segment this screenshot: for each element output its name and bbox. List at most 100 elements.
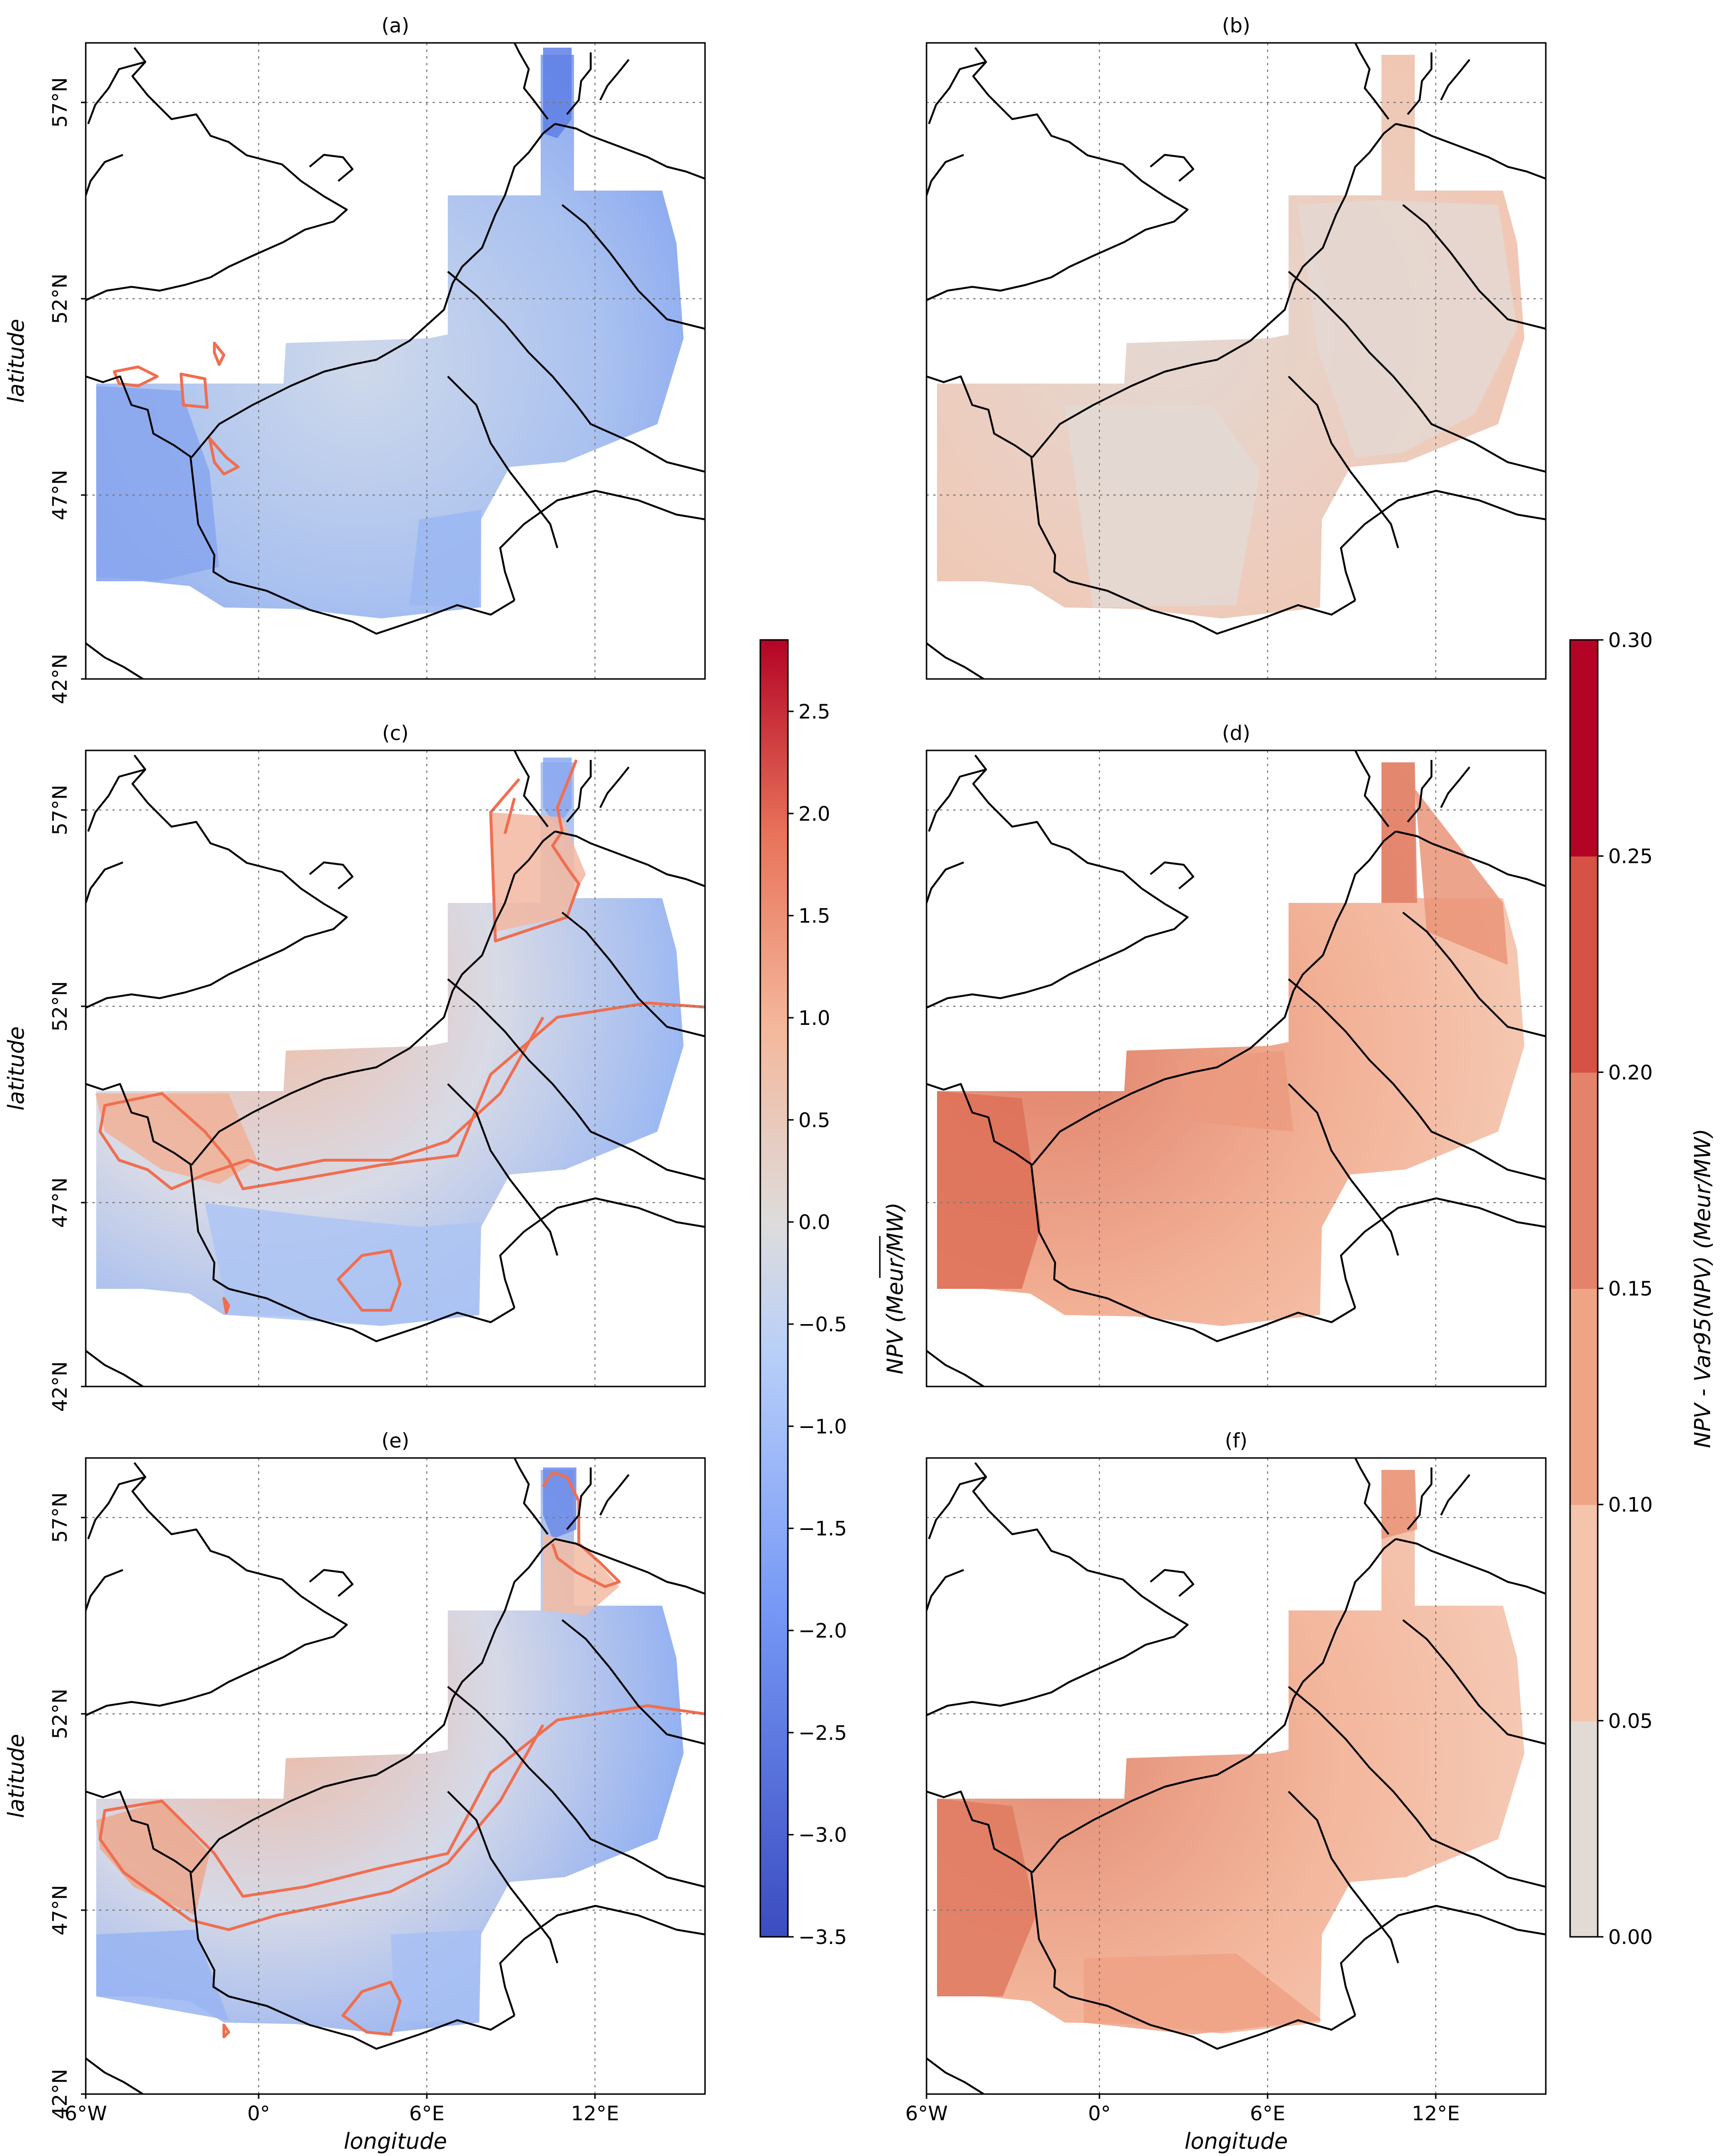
coastline — [190, 457, 230, 582]
data-field-patch — [543, 758, 572, 827]
map-area — [927, 750, 1546, 1387]
data-field-patch — [543, 1468, 576, 1539]
colorbar-npv-label: NPV (Meur/MW) — [882, 1203, 908, 1375]
data-field-patch — [1415, 789, 1508, 965]
coastline — [86, 861, 123, 903]
coastline — [1440, 1474, 1471, 1516]
map-area — [927, 43, 1546, 679]
lat-tick-label: 42°N — [48, 1361, 71, 1412]
coastline — [1407, 760, 1432, 823]
y-axis-label: latitude — [3, 1026, 29, 1110]
panel-frame — [85, 42, 706, 680]
coastline — [447, 1791, 558, 1964]
coastline — [191, 123, 556, 458]
panel-label: (c) — [382, 721, 409, 745]
panel-frame — [926, 749, 1547, 1387]
coastline — [228, 580, 515, 635]
zero-contour-line — [489, 759, 580, 942]
lon-tick-label: 6°W — [64, 2102, 107, 2125]
colorbar-npv-tick-label: 1.0 — [798, 1006, 830, 1030]
lat-tick-label: 52°N — [48, 981, 71, 1032]
coastline — [1069, 580, 1356, 635]
coastline — [928, 769, 987, 832]
colorbar-npv-var-label: NPV - Var95(NPV) (Meur/MW) — [1690, 1129, 1715, 1448]
map-panel: (d) — [926, 721, 1547, 1387]
coastline — [1407, 52, 1432, 115]
colorbar-npv-var-tick-label: 0.05 — [1608, 1709, 1653, 1732]
coastline — [927, 154, 964, 196]
zero-contour-line — [337, 1249, 402, 1312]
coastline — [228, 1995, 515, 2050]
coastline — [447, 375, 558, 548]
x-axis-label: longitude — [1185, 2128, 1288, 2154]
coastline — [309, 1569, 353, 1597]
x-axis-label: longitude — [344, 2128, 447, 2154]
coastline — [1354, 750, 1390, 828]
panel-label: (e) — [382, 1429, 410, 1452]
coastline — [1031, 1538, 1397, 1873]
colorbar-npv-tick-label: −3.0 — [798, 1823, 847, 1847]
data-field-patch — [410, 510, 481, 607]
panel-label: (a) — [382, 14, 410, 37]
coastline — [86, 1083, 192, 1166]
zero-contour-line — [542, 1471, 621, 1588]
map-panel: (b) — [926, 14, 1547, 680]
coastline — [1340, 1905, 1546, 2016]
coastline — [447, 271, 705, 473]
colorbar-npv-tick-label: 1.5 — [798, 904, 830, 928]
coastline — [447, 1686, 705, 1888]
map-area — [86, 1458, 705, 2094]
coastline — [514, 1458, 549, 1535]
map-panel: (a) 57°N 52°N 47°N 42°N latitude — [3, 14, 706, 704]
panel-label: (b) — [1222, 14, 1250, 37]
map-panel: (e) 57°N 52°N 47°N 42°N latitude 6°W 0° 6°E 12°E l… — [3, 1429, 706, 2154]
data-field-patch — [1084, 1954, 1322, 2035]
coastline — [1031, 830, 1397, 1166]
data-field-patch — [95, 1093, 257, 1184]
zero-contour-line — [342, 1981, 402, 2036]
colorbar-npv-var-segment — [1570, 1072, 1598, 1289]
colorbar-npv-var-segment — [1570, 1721, 1598, 1937]
coastline — [191, 1538, 556, 1873]
coastline — [87, 769, 146, 832]
coastline — [554, 1538, 705, 1595]
lat-tick-label: 42°N — [48, 2069, 71, 2119]
zero-contour-line — [180, 373, 209, 409]
data-field-region — [96, 1470, 684, 2034]
coastline — [86, 47, 348, 301]
zero-contour-line — [222, 2024, 230, 2038]
coastline — [599, 1474, 630, 1516]
coastline — [1031, 123, 1397, 458]
coastline — [566, 52, 592, 115]
coastline — [1340, 1197, 1546, 1308]
lon-tick-label: 12°E — [571, 2102, 619, 2125]
zero-contour-line — [222, 1297, 230, 1314]
lon-tick-label: 6°W — [905, 2102, 947, 2125]
zero-contour-line — [213, 342, 225, 366]
colorbar-npv-var-tick-label: 0.30 — [1608, 628, 1653, 652]
colorbar-npv-var-segment — [1570, 856, 1598, 1073]
lat-tick-label: 57°N — [48, 785, 71, 835]
coastline — [928, 1476, 987, 1539]
coastline — [499, 490, 705, 601]
coastline — [86, 154, 123, 196]
coastline — [1395, 1538, 1546, 1595]
data-field-patch — [1065, 405, 1260, 607]
panel-frame — [926, 1457, 1547, 2095]
coastline — [190, 1164, 230, 1290]
zero-contour-line — [99, 1002, 705, 1190]
colorbar-npv-var-tick-label: 0.00 — [1608, 1925, 1653, 1949]
coastline — [447, 978, 705, 1180]
lat-tick-label: 57°N — [48, 77, 71, 128]
coastline — [309, 154, 353, 182]
colorbar-npv-tick-label: −1.5 — [798, 1517, 847, 1540]
coastline — [191, 830, 556, 1166]
coastline — [927, 1462, 1189, 1716]
lat-tick-label: 47°N — [48, 470, 71, 520]
colorbar-npv-tick-label: −3.5 — [798, 1925, 847, 1949]
colorbar-npv-var-tick-label: 0.25 — [1608, 845, 1653, 868]
coastline — [228, 1288, 515, 1342]
map-panel: (f) 6°W 0° 6°E 12°E longitude — [905, 1429, 1547, 2154]
coastline — [927, 861, 964, 903]
